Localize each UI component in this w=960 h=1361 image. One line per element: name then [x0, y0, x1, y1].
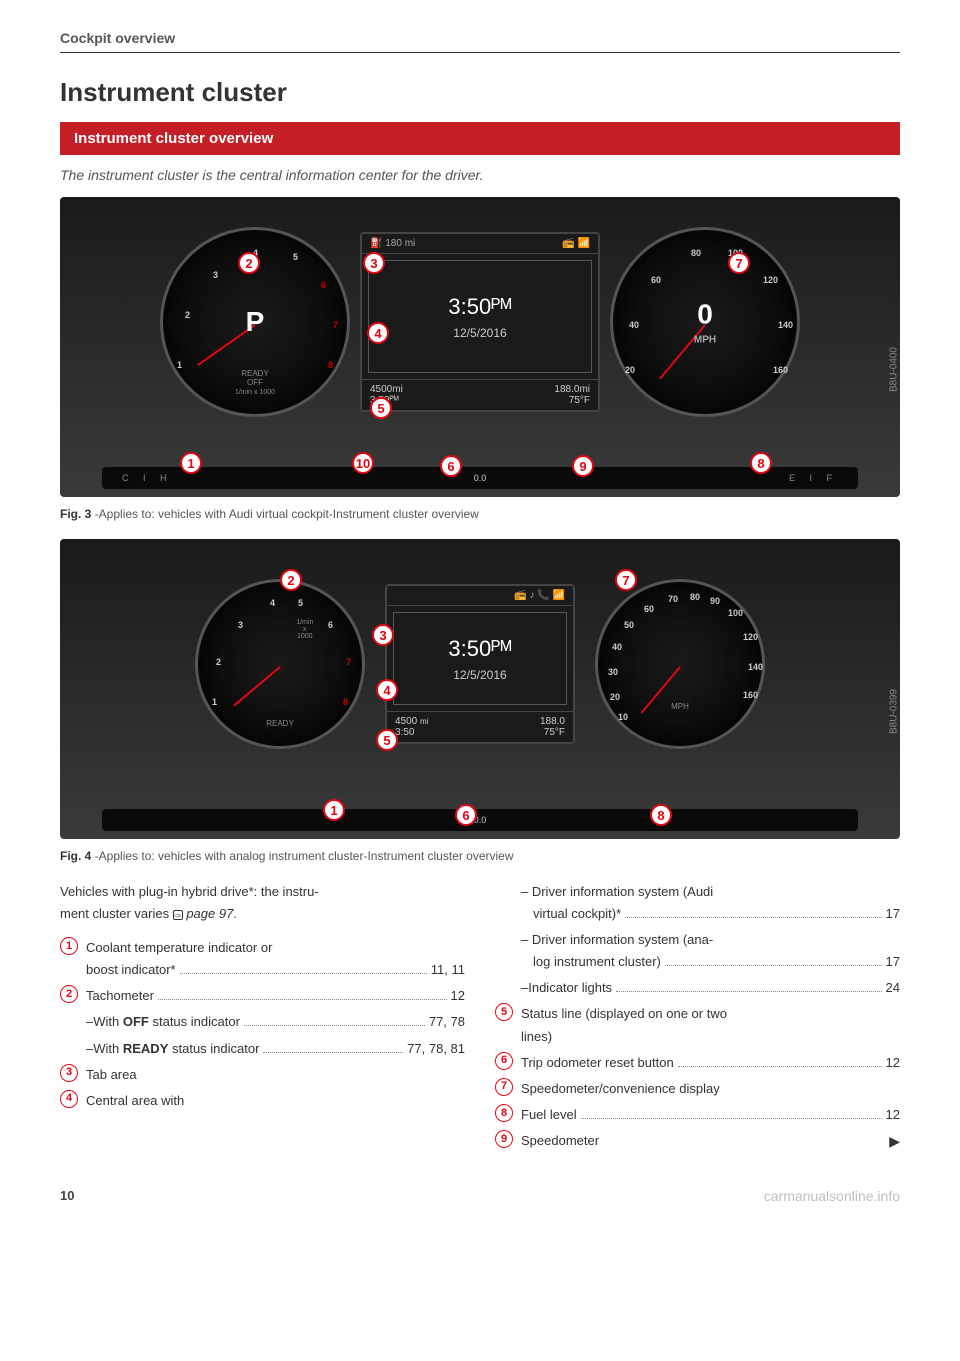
callout-fig2-1: 1 [323, 799, 345, 821]
status-icons-analog: 📻 ♪ 📞 📶 [514, 590, 565, 601]
speedometer-gauge: 20 40 60 80 100 120 140 160 0 MPH [610, 227, 800, 417]
item-number: 8 [495, 1104, 513, 1122]
gear-indicator: P [246, 306, 265, 338]
fuel-strip: E I F [789, 473, 838, 483]
callout-fig2-3: 3 [372, 624, 394, 646]
odometer: 4500mi [370, 384, 403, 395]
index-sub-item: Driver information system (ana-log instr… [495, 929, 900, 973]
callout-8: 8 [750, 452, 772, 474]
callout-fig2-7: 7 [615, 569, 637, 591]
index-columns: Vehicles with plug-in hybrid drive*: the… [60, 881, 900, 1158]
callout-3: 3 [363, 252, 385, 274]
clock-time: 3:50ᴾᴹ [448, 294, 511, 320]
callout-fig2-5: 5 [376, 729, 398, 751]
range-indicator: ⛽ 180 mi [370, 238, 415, 249]
breadcrumb: Cockpit overview [60, 30, 900, 53]
index-item: 9Speedometer▶ [495, 1130, 900, 1154]
figure-2: B8U-0399 1 2 3 4 5 6 7 8 READY 1/min x 1… [60, 539, 900, 839]
callout-fig2-4: 4 [376, 679, 398, 701]
center-display-analog: 📻 ♪ 📞 📶 3:50ᴾᴹ 12/5/2016 4500 mi 188.0 3… [385, 584, 575, 744]
clock-time-analog: 3:50ᴾᴹ [448, 636, 511, 662]
outside-temp: 75°F [569, 395, 590, 406]
item-number: 2 [60, 985, 78, 1003]
coolant-strip: C I H [122, 473, 173, 483]
callout-2: 2 [238, 252, 260, 274]
subtitle: The instrument cluster is the central in… [60, 167, 900, 183]
right-column: Driver information system (Audivirtual c… [495, 881, 900, 1158]
index-item: 7Speedometer/convenience display [495, 1078, 900, 1100]
callout-10: 10 [352, 452, 374, 474]
index-item: 1Coolant temperature indicator orboost i… [60, 937, 465, 981]
callout-fig2-6: 6 [455, 804, 477, 826]
callout-9: 9 [572, 455, 594, 477]
index-item: 2Tachometer12 [60, 985, 465, 1007]
center-display: ⛽ 180 mi 📻 📶 3:50ᴾᴹ 12/5/2016 4500mi 188… [360, 232, 600, 412]
section-title: Instrument cluster [60, 77, 900, 108]
speed-value: 0 MPH [694, 299, 716, 346]
clock-date: 12/5/2016 [453, 326, 506, 340]
status-icons: 📻 📶 [562, 238, 590, 249]
item-number: 3 [60, 1064, 78, 1082]
trip-time-analog: 3:50 [395, 727, 414, 738]
callout-4: 4 [367, 322, 389, 344]
trip-reset-value: 0.0 [474, 473, 487, 483]
index-item: 6Trip odometer reset button12 [495, 1052, 900, 1074]
figure-1-caption: Fig. 3 -Applies to: vehicles with Audi v… [60, 507, 900, 521]
index-sub-item: With OFF status indicator77, 78 [60, 1011, 465, 1033]
callout-6: 6 [440, 455, 462, 477]
left-column: Vehicles with plug-in hybrid drive*: the… [60, 881, 465, 1158]
callout-1: 1 [180, 452, 202, 474]
tachometer-analog: 1 2 3 4 5 6 7 8 READY 1/min x 1000 [195, 579, 365, 749]
trip-distance: 188.0mi [554, 384, 590, 395]
index-item: 4Central area with [60, 1090, 465, 1112]
index-sub-item: Indicator lights24 [495, 977, 900, 999]
odometer-analog: 4500 mi [395, 716, 428, 727]
clock-date-analog: 12/5/2016 [453, 668, 506, 682]
banner-title: Instrument cluster overview [60, 122, 900, 155]
watermark: carmanualsonline.info [764, 1188, 900, 1204]
item-number: 9 [495, 1130, 513, 1148]
index-item: 5Status line (displayed on one or twolin… [495, 1003, 900, 1047]
index-sub-item: With READY status indicator77, 78, 81 [60, 1038, 465, 1060]
index-sub-item: Driver information system (Audivirtual c… [495, 881, 900, 925]
page-number: 10 [60, 1188, 74, 1203]
item-number: 1 [60, 937, 78, 955]
index-item: 8Fuel level12 [495, 1104, 900, 1126]
callout-7: 7 [728, 252, 750, 274]
speedometer-analog: 10 20 30 40 50 60 70 80 90 100 120 140 1… [595, 579, 765, 749]
intro-text: Vehicles with plug-in hybrid drive*: the… [60, 881, 465, 925]
index-item: 3Tab area [60, 1064, 465, 1086]
outside-temp-analog: 75°F [544, 727, 565, 738]
trip-distance-analog: 188.0 [540, 716, 565, 727]
callout-fig2-8: 8 [650, 804, 672, 826]
callout-fig2-2: 2 [280, 569, 302, 591]
continue-arrow-icon: ▶ [889, 1130, 900, 1154]
item-number: 5 [495, 1003, 513, 1021]
figure-2-caption: Fig. 4 -Applies to: vehicles with analog… [60, 849, 900, 863]
page-footer: 10 carmanualsonline.info [60, 1188, 900, 1204]
callout-5: 5 [370, 397, 392, 419]
item-number: 7 [495, 1078, 513, 1096]
figure-1: B8U-0400 1 2 3 4 5 6 7 8 P READY OFF 1/m… [60, 197, 900, 497]
item-number: 4 [60, 1090, 78, 1108]
item-number: 6 [495, 1052, 513, 1070]
